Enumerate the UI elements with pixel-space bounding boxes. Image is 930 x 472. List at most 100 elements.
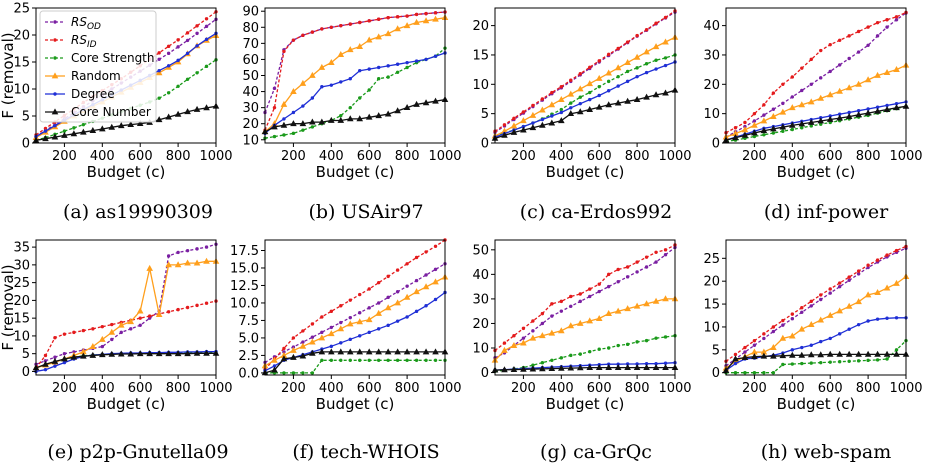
data-point bbox=[301, 371, 305, 375]
data-point bbox=[320, 358, 324, 363]
data-point bbox=[807, 351, 815, 358]
data-point bbox=[550, 314, 554, 318]
data-point bbox=[855, 350, 862, 357]
data-point bbox=[789, 332, 796, 339]
data-point bbox=[51, 357, 59, 364]
data-point bbox=[663, 63, 668, 68]
data-point bbox=[559, 356, 564, 360]
data-point bbox=[771, 371, 776, 375]
data-point bbox=[520, 126, 527, 133]
data-point bbox=[282, 49, 286, 54]
data-point bbox=[893, 104, 900, 111]
data-point bbox=[272, 364, 277, 368]
data-point bbox=[520, 117, 527, 124]
x-tick-label: 600 bbox=[357, 381, 382, 396]
data-point bbox=[894, 248, 899, 253]
data-point bbox=[866, 25, 870, 29]
data-point bbox=[358, 358, 362, 363]
data-point bbox=[367, 88, 371, 92]
data-point bbox=[559, 299, 564, 304]
data-point bbox=[367, 287, 371, 291]
data-point bbox=[356, 115, 364, 122]
series-line bbox=[264, 351, 445, 374]
y-tick-label: 0 bbox=[712, 137, 720, 152]
data-point bbox=[157, 96, 161, 100]
data-point bbox=[127, 121, 135, 128]
y-tick-label: 17.5 bbox=[230, 244, 259, 259]
data-point bbox=[760, 117, 768, 124]
series-rs_id bbox=[724, 244, 908, 363]
data-point bbox=[290, 120, 297, 127]
data-point bbox=[633, 364, 641, 371]
data-point bbox=[762, 332, 766, 336]
data-point bbox=[53, 364, 57, 368]
data-point bbox=[751, 353, 758, 360]
data-point bbox=[732, 134, 739, 141]
data-point bbox=[318, 63, 326, 70]
data-point bbox=[384, 348, 392, 355]
data-point bbox=[654, 336, 658, 340]
data-point bbox=[855, 111, 862, 118]
data-point bbox=[413, 288, 420, 295]
data-point bbox=[165, 350, 172, 357]
data-point bbox=[367, 19, 371, 23]
data-point bbox=[301, 329, 305, 333]
data-point bbox=[614, 364, 622, 371]
y-tick-label: 15 bbox=[13, 312, 30, 327]
data-point bbox=[501, 127, 508, 134]
y-tick-label: 10 bbox=[13, 83, 30, 98]
data-point bbox=[866, 107, 870, 111]
data-point bbox=[203, 104, 210, 111]
data-point bbox=[875, 20, 880, 25]
series-line bbox=[264, 263, 446, 363]
data-point bbox=[588, 287, 592, 291]
data-point bbox=[328, 59, 335, 66]
data-point bbox=[644, 265, 649, 269]
data-point bbox=[110, 322, 114, 327]
data-point bbox=[386, 323, 390, 328]
data-point bbox=[414, 12, 419, 17]
data-point bbox=[614, 307, 622, 314]
series-degree bbox=[724, 316, 908, 373]
data-point bbox=[510, 122, 518, 129]
data-point bbox=[395, 268, 400, 272]
data-point bbox=[875, 358, 880, 362]
data-point bbox=[743, 120, 747, 125]
data-point bbox=[310, 96, 315, 100]
data-point bbox=[282, 133, 286, 137]
series-degree bbox=[263, 51, 447, 136]
data-point bbox=[203, 257, 210, 264]
data-point bbox=[166, 254, 171, 258]
data-point bbox=[588, 349, 592, 354]
y-tick-label: 5.0 bbox=[238, 331, 259, 346]
data-point bbox=[433, 244, 438, 248]
data-point bbox=[894, 18, 899, 22]
y-tick-label: 40 bbox=[242, 85, 259, 100]
data-point bbox=[760, 348, 768, 355]
data-point bbox=[595, 103, 603, 110]
x-tick-label: 800 bbox=[395, 381, 420, 396]
data-point bbox=[856, 322, 861, 327]
data-point bbox=[346, 46, 354, 53]
data-point bbox=[654, 58, 658, 62]
x-tick-label: 1000 bbox=[428, 149, 461, 164]
data-point bbox=[762, 133, 766, 137]
data-point bbox=[762, 113, 766, 117]
series-line bbox=[494, 298, 675, 361]
data-point bbox=[847, 275, 851, 279]
data-point bbox=[157, 68, 161, 73]
y-tick-label: 25 bbox=[703, 252, 720, 267]
series-core_number bbox=[261, 96, 449, 135]
data-point bbox=[146, 350, 153, 357]
y-tick-label: 15 bbox=[13, 56, 30, 71]
data-point bbox=[61, 131, 68, 138]
x-tick-label: 600 bbox=[357, 149, 382, 164]
data-point bbox=[540, 97, 545, 101]
data-point bbox=[155, 311, 163, 318]
data-point bbox=[403, 22, 411, 29]
data-point bbox=[625, 342, 630, 347]
data-point bbox=[586, 364, 594, 371]
data-point bbox=[586, 80, 594, 87]
data-point bbox=[798, 101, 806, 108]
data-point bbox=[375, 309, 382, 316]
